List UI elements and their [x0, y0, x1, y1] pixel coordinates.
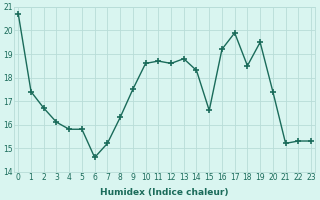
- X-axis label: Humidex (Indice chaleur): Humidex (Indice chaleur): [100, 188, 229, 197]
